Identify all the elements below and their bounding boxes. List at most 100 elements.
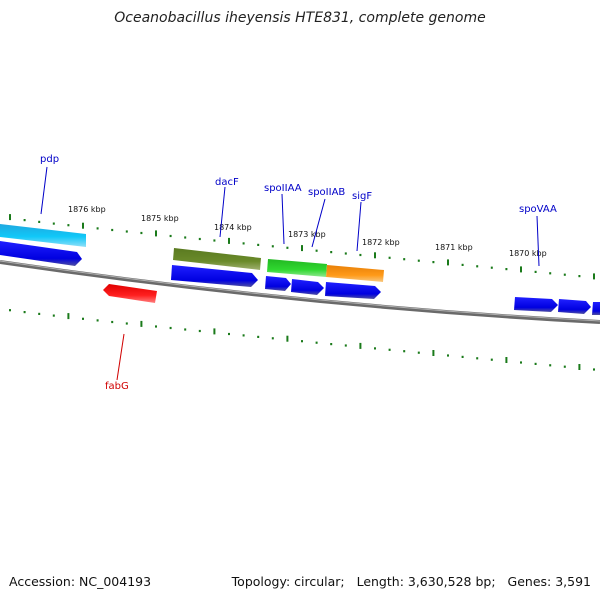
scale-minor-tick [315,341,318,344]
scale-minor-tick [315,249,318,252]
scale-minor-tick [125,322,128,325]
scale-major-tick [432,350,435,356]
scale-minor-tick [534,270,537,273]
scale-major-tick [359,342,362,349]
scale-major-tick [593,273,595,280]
scale-minor-tick [242,334,245,337]
cds-arrow-5[interactable] [325,282,381,299]
scale-major-tick [286,335,289,342]
scale-minor-tick [388,256,391,259]
scale-minor-tick [169,326,172,330]
scale-minor-tick [344,252,347,255]
scale-minor-tick [155,325,157,328]
scale-minor-tick [96,227,99,230]
scale-minor-tick [23,311,26,314]
genome-backbone [0,260,600,324]
scale-minor-tick [490,358,493,361]
scale-minor-tick [52,314,55,317]
scale-minor-tick [23,219,26,222]
scale-minor-tick [184,328,187,331]
scale-minor-tick [520,361,522,364]
length-text: Length: 3,630,528 bp; [356,574,496,589]
scale-minor-tick [505,268,508,271]
scale-minor-tick [388,348,391,351]
kbp-label-1870: 1870 kbp [509,249,547,258]
scale-minor-tick [52,222,55,225]
scale-major-tick [505,357,508,363]
scale-minor-tick [578,275,581,278]
cds-arrow-7[interactable] [558,299,591,314]
gene-label-spoIIAA[interactable]: spoIIAA [264,183,302,194]
scale-major-tick [67,313,70,320]
scale-minor-tick [125,230,128,233]
scale-minor-tick [38,312,41,315]
scale-major-tick [301,245,303,252]
scale-minor-tick [198,237,201,241]
scale-minor-tick [359,253,362,257]
scale-minor-tick [111,320,114,324]
scale-minor-tick [111,228,114,232]
scale-major-tick [9,214,11,221]
scale-minor-tick [461,355,464,358]
scale-minor-tick [169,234,172,238]
scale-major-tick [228,237,230,244]
gene-sigF-feature[interactable] [326,265,384,282]
kbp-label-1875: 1875 kbp [141,214,179,223]
scale-minor-tick [549,364,552,367]
scale-major-tick [213,328,216,335]
scale-minor-tick [549,272,552,275]
scale-minor-tick [271,337,274,340]
scale-major-tick [520,266,522,273]
scale-minor-tick [403,258,406,261]
cds-arrow-4[interactable] [291,279,324,295]
scale-ticks-forward [9,214,595,280]
cds-arrow-6[interactable] [514,297,558,312]
cds-arrow-8[interactable] [592,302,600,315]
gene-label-spoIIAB[interactable]: spoIIAB [308,187,345,198]
scale-minor-tick [403,350,406,353]
scale-minor-tick [213,239,216,242]
kbp-label-1876: 1876 kbp [68,205,106,214]
cds-arrow-2[interactable] [171,265,258,287]
scale-minor-tick [490,266,493,269]
scale-minor-tick [563,273,566,276]
scale-minor-tick [461,263,464,266]
label-leaders [40,166,540,381]
gene-fabG-feature[interactable] [103,284,157,303]
scale-major-tick [374,252,376,259]
scale-minor-tick [271,245,274,248]
scale-minor-tick [9,309,11,312]
scale-minor-tick [476,357,479,360]
scale-minor-tick [67,224,70,227]
scale-minor-tick [242,242,245,245]
scale-minor-tick [257,335,260,338]
scale-minor-tick [593,368,595,371]
gene-pdp-feature[interactable] [0,224,86,247]
scale-minor-tick [286,246,289,249]
cds-arrow-1[interactable] [0,241,82,266]
scale-minor-tick [184,236,187,239]
scale-major-tick [140,320,143,327]
scale-minor-tick [417,259,420,262]
gene-label-dacF[interactable]: dacF [215,177,239,188]
gene-label-fabG[interactable]: fabG [105,381,129,392]
scale-minor-tick [228,332,230,336]
scale-minor-tick [534,362,537,365]
gene-spoIIAA-feature[interactable] [267,259,327,277]
gene-dacF-feature[interactable] [173,248,261,270]
gene-label-pdp[interactable]: pdp [40,154,59,165]
scale-minor-tick [330,343,333,346]
gene-label-spoVAA[interactable]: spoVAA [519,204,557,215]
scale-minor-tick [417,351,420,354]
scale-ticks-reverse [9,309,595,371]
kbp-label-1874: 1874 kbp [214,223,252,232]
scale-minor-tick [374,347,376,350]
scale-minor-tick [82,317,84,320]
accession-text: Accession: NC_004193 [9,574,152,589]
scale-minor-tick [330,251,333,254]
scale-minor-tick [257,243,260,246]
cds-arrow-3[interactable] [265,276,291,291]
scale-major-tick [82,222,84,229]
gene-label-sigF[interactable]: sigF [352,191,372,202]
